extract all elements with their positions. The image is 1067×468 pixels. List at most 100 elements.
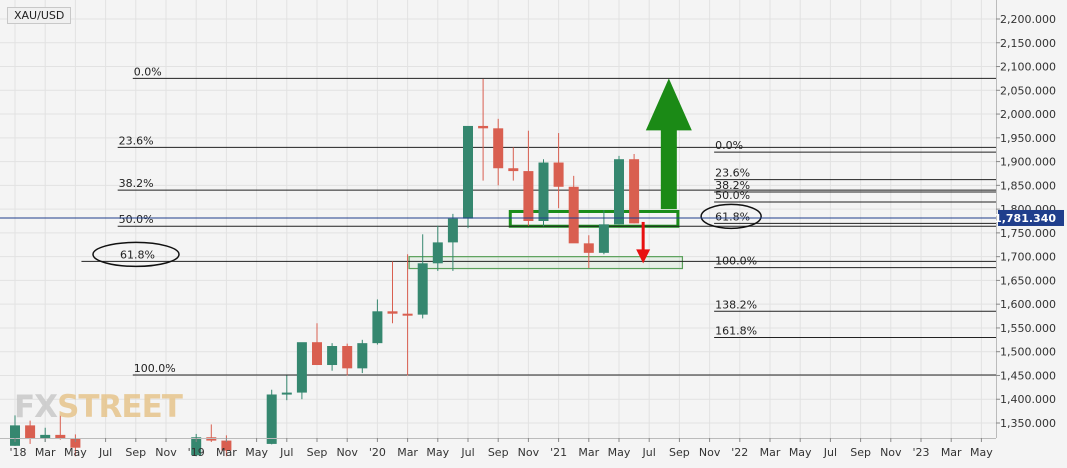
candle-body (402, 313, 413, 316)
current-price-tag-bg (998, 209, 1064, 226)
time-tick-label: Nov (699, 446, 721, 459)
fib-major-label: 100.0% (134, 362, 176, 375)
time-tick-label: Mar (760, 446, 781, 459)
time-tick-label: Sep (669, 446, 690, 459)
price-tick-label: 1,850.000 (1000, 179, 1056, 192)
fib-major-label: 61.8% (120, 248, 155, 261)
fib-minor-label: 161.8% (715, 324, 757, 337)
time-tick-label: May (426, 446, 449, 459)
fib-minor-label: 38.2% (715, 179, 750, 192)
price-tick-label: 1,350.000 (1000, 417, 1056, 430)
time-tick-label: May (245, 446, 268, 459)
candle-body (327, 346, 338, 366)
arrow-down-head (636, 249, 651, 264)
time-tick-label: '20 (369, 446, 386, 459)
fxstreet-watermark: FXSTREET (14, 389, 184, 425)
candle-body (191, 437, 202, 456)
price-tick-label: 1,550.000 (1000, 322, 1056, 335)
current-price-tag-label: 1,781.340 (994, 212, 1056, 225)
time-tick-label: Mar (397, 446, 418, 459)
support-zone-light-green (408, 256, 684, 270)
price-tick-label: 2,100.000 (1000, 61, 1056, 74)
candle-body (478, 125, 489, 129)
candle-body (372, 311, 383, 344)
arrow-up (645, 78, 692, 210)
candle-body (568, 186, 579, 244)
candle-body (417, 263, 428, 315)
time-tick-label: Jul (98, 446, 112, 459)
candle-body (447, 218, 458, 243)
time-tick-label: May (608, 446, 631, 459)
fib-minor-label: 23.6% (715, 167, 750, 180)
fib-major-label: 50.0% (119, 213, 154, 226)
candle-body (40, 434, 51, 439)
candle-body (432, 242, 443, 264)
time-tick-label: Mar (216, 446, 237, 459)
candles (10, 78, 640, 457)
fib-major-label: 23.6% (119, 134, 154, 147)
time-tick-label: Mar (35, 446, 56, 459)
watermark-street: STREET (57, 389, 183, 425)
time-tick-label: Nov (880, 446, 902, 459)
candle-body (10, 425, 20, 446)
time-tick-label: May (64, 446, 87, 459)
candle-body (583, 243, 594, 253)
time-tick-label: '23 (912, 446, 929, 459)
price-tick-label: 2,050.000 (1000, 84, 1056, 97)
price-tick-label: 1,900.000 (1000, 156, 1056, 169)
time-tick-label: Sep (307, 446, 328, 459)
watermark-fx: FX (14, 389, 58, 425)
candle-body (357, 343, 368, 369)
time-tick-label: Nov (518, 446, 540, 459)
fib-major-label: 0.0% (134, 65, 162, 78)
candle-body (523, 171, 534, 221)
price-tick-label: 2,000.000 (1000, 108, 1056, 121)
fib-minor-label: 138.2% (715, 298, 757, 311)
price-tick-label: 2,200.000 (1000, 13, 1056, 26)
svg-text:FXSTREET: FXSTREET (14, 389, 183, 425)
price-tick-label: 2,150.000 (1000, 37, 1056, 50)
symbol-label: XAU/USD (7, 7, 72, 24)
time-tick-label: Mar (941, 446, 962, 459)
arrows (636, 78, 692, 264)
current-price-tag: 1,781.340 (994, 209, 1064, 226)
fib-minor-label: 0.0% (715, 139, 743, 152)
time-tick-label: Jul (460, 446, 474, 459)
price-tick-label: 1,500.000 (1000, 346, 1056, 359)
candle-body (312, 342, 322, 366)
candle-body (70, 438, 81, 448)
candle-body (508, 168, 519, 172)
price-tick-label: 1,950.000 (1000, 132, 1056, 145)
time-tick-label: '22 (731, 446, 748, 459)
candle-body (387, 311, 398, 314)
fib-major-circle (92, 241, 180, 268)
time-tick-label: Sep (850, 446, 871, 459)
price-tick-label: 1,600.000 (1000, 298, 1056, 311)
candle-body (266, 394, 277, 444)
candle-body (629, 159, 640, 224)
time-tick-label: Jul (642, 446, 656, 459)
time-tick-label: Sep (488, 446, 509, 459)
time-tick-label: Nov (155, 446, 177, 459)
candle-body (493, 128, 504, 169)
price-axis-panel (996, 0, 1067, 464)
fib-minor-label: 61.8% (715, 210, 750, 223)
candle-body (553, 162, 564, 187)
time-tick-label: May (789, 446, 812, 459)
fib-major-label: 38.2% (119, 177, 154, 190)
time-tick-label: Mar (578, 446, 599, 459)
candle-body (25, 425, 36, 439)
time-tick-label: May (970, 446, 993, 459)
candle-body (281, 392, 292, 395)
price-tick-label: 1,400.000 (1000, 393, 1056, 406)
time-tick-label: '18 (9, 446, 26, 459)
time-tick-label: Sep (125, 446, 146, 459)
candle-body (598, 224, 609, 253)
candle-body (342, 346, 353, 369)
time-tick-label: Jul (823, 446, 837, 459)
grid (0, 0, 996, 438)
time-tick-label: Jul (279, 446, 293, 459)
